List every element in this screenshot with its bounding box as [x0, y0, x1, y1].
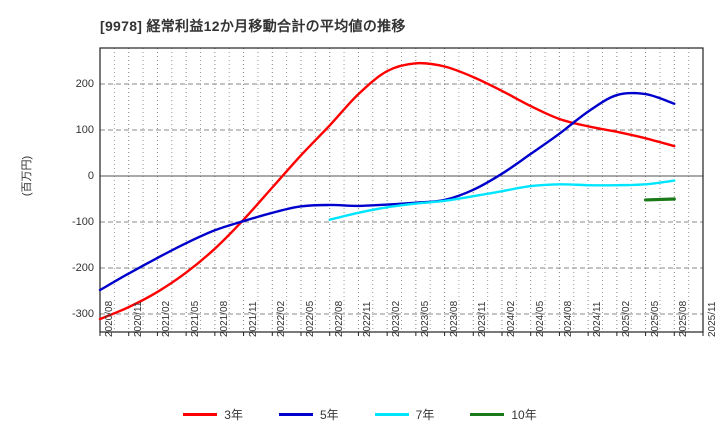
x-tick-label: 2023/05: [419, 300, 431, 337]
x-tick-label: 2024/05: [534, 300, 546, 337]
y-tick-label: -200: [71, 262, 94, 274]
x-tick-label: 2023/02: [391, 300, 403, 337]
series-line-2: [328, 179, 676, 221]
x-tick-label: 2021/08: [218, 300, 230, 337]
plot-frame: [99, 47, 704, 333]
y-tick-label: -100: [71, 216, 94, 228]
x-tick-label: 2022/02: [276, 300, 288, 337]
y-tick-label: 0: [87, 170, 94, 182]
series-line-0: [98, 61, 676, 321]
x-tick-label: 2025/11: [707, 301, 718, 337]
x-tick-label: 2021/02: [161, 300, 173, 337]
legend-label: 3年: [224, 408, 243, 422]
x-tick-label: 2023/08: [448, 300, 460, 337]
series-layer: [98, 61, 676, 321]
x-tick-label: 2020/08: [104, 300, 115, 337]
chart-title: [9978] 経常利益12か月移動合計の平均値の推移: [100, 18, 406, 34]
legend-label: 5年: [319, 408, 339, 422]
chart-legend: 3年 5年 7年 10年: [0, 406, 720, 423]
legend-item-5年[interactable]: 5年: [278, 406, 339, 423]
gridlines: [99, 48, 704, 332]
x-tick-label: 2024/02: [506, 300, 517, 337]
x-tick-label: 2022/05: [305, 300, 316, 337]
legend-swatch-icon: [374, 413, 409, 416]
x-tick-label: 2020/11: [132, 301, 144, 337]
x-tick-label: 2025/05: [649, 300, 661, 337]
x-tick-label: 2024/11: [592, 301, 604, 337]
series-line-1: [98, 91, 676, 292]
y-axis-ticks: 200 100 0 -100 -200 -300: [50, 0, 94, 440]
legend-swatch-icon: [183, 413, 218, 416]
x-tick-label: 2021/05: [190, 300, 202, 337]
legend-swatch-icon: [470, 413, 505, 416]
y-tick-label: 200: [75, 78, 94, 90]
legend-item-10年[interactable]: 10年: [470, 406, 537, 423]
legend-swatch-icon: [278, 413, 313, 416]
y-tick-label: 100: [75, 124, 94, 136]
x-tick-label: 2021/11: [247, 301, 259, 337]
x-tick-label: 2022/08: [333, 300, 345, 337]
y-tick-label: -300: [71, 308, 94, 320]
series-line-3: [643, 197, 676, 202]
legend-item-7年[interactable]: 7年: [374, 406, 435, 423]
x-tick-label: 2022/11: [362, 301, 374, 337]
legend-label: 7年: [415, 408, 435, 422]
legend-label: 10年: [511, 408, 537, 422]
x-tick-label: 2025/08: [678, 300, 690, 337]
x-tick-label: 2023/11: [477, 301, 489, 337]
legend-item-3年[interactable]: 3年: [183, 406, 243, 423]
x-tick-label: 2024/08: [563, 300, 575, 337]
x-tick-label: 2025/02: [620, 300, 632, 337]
